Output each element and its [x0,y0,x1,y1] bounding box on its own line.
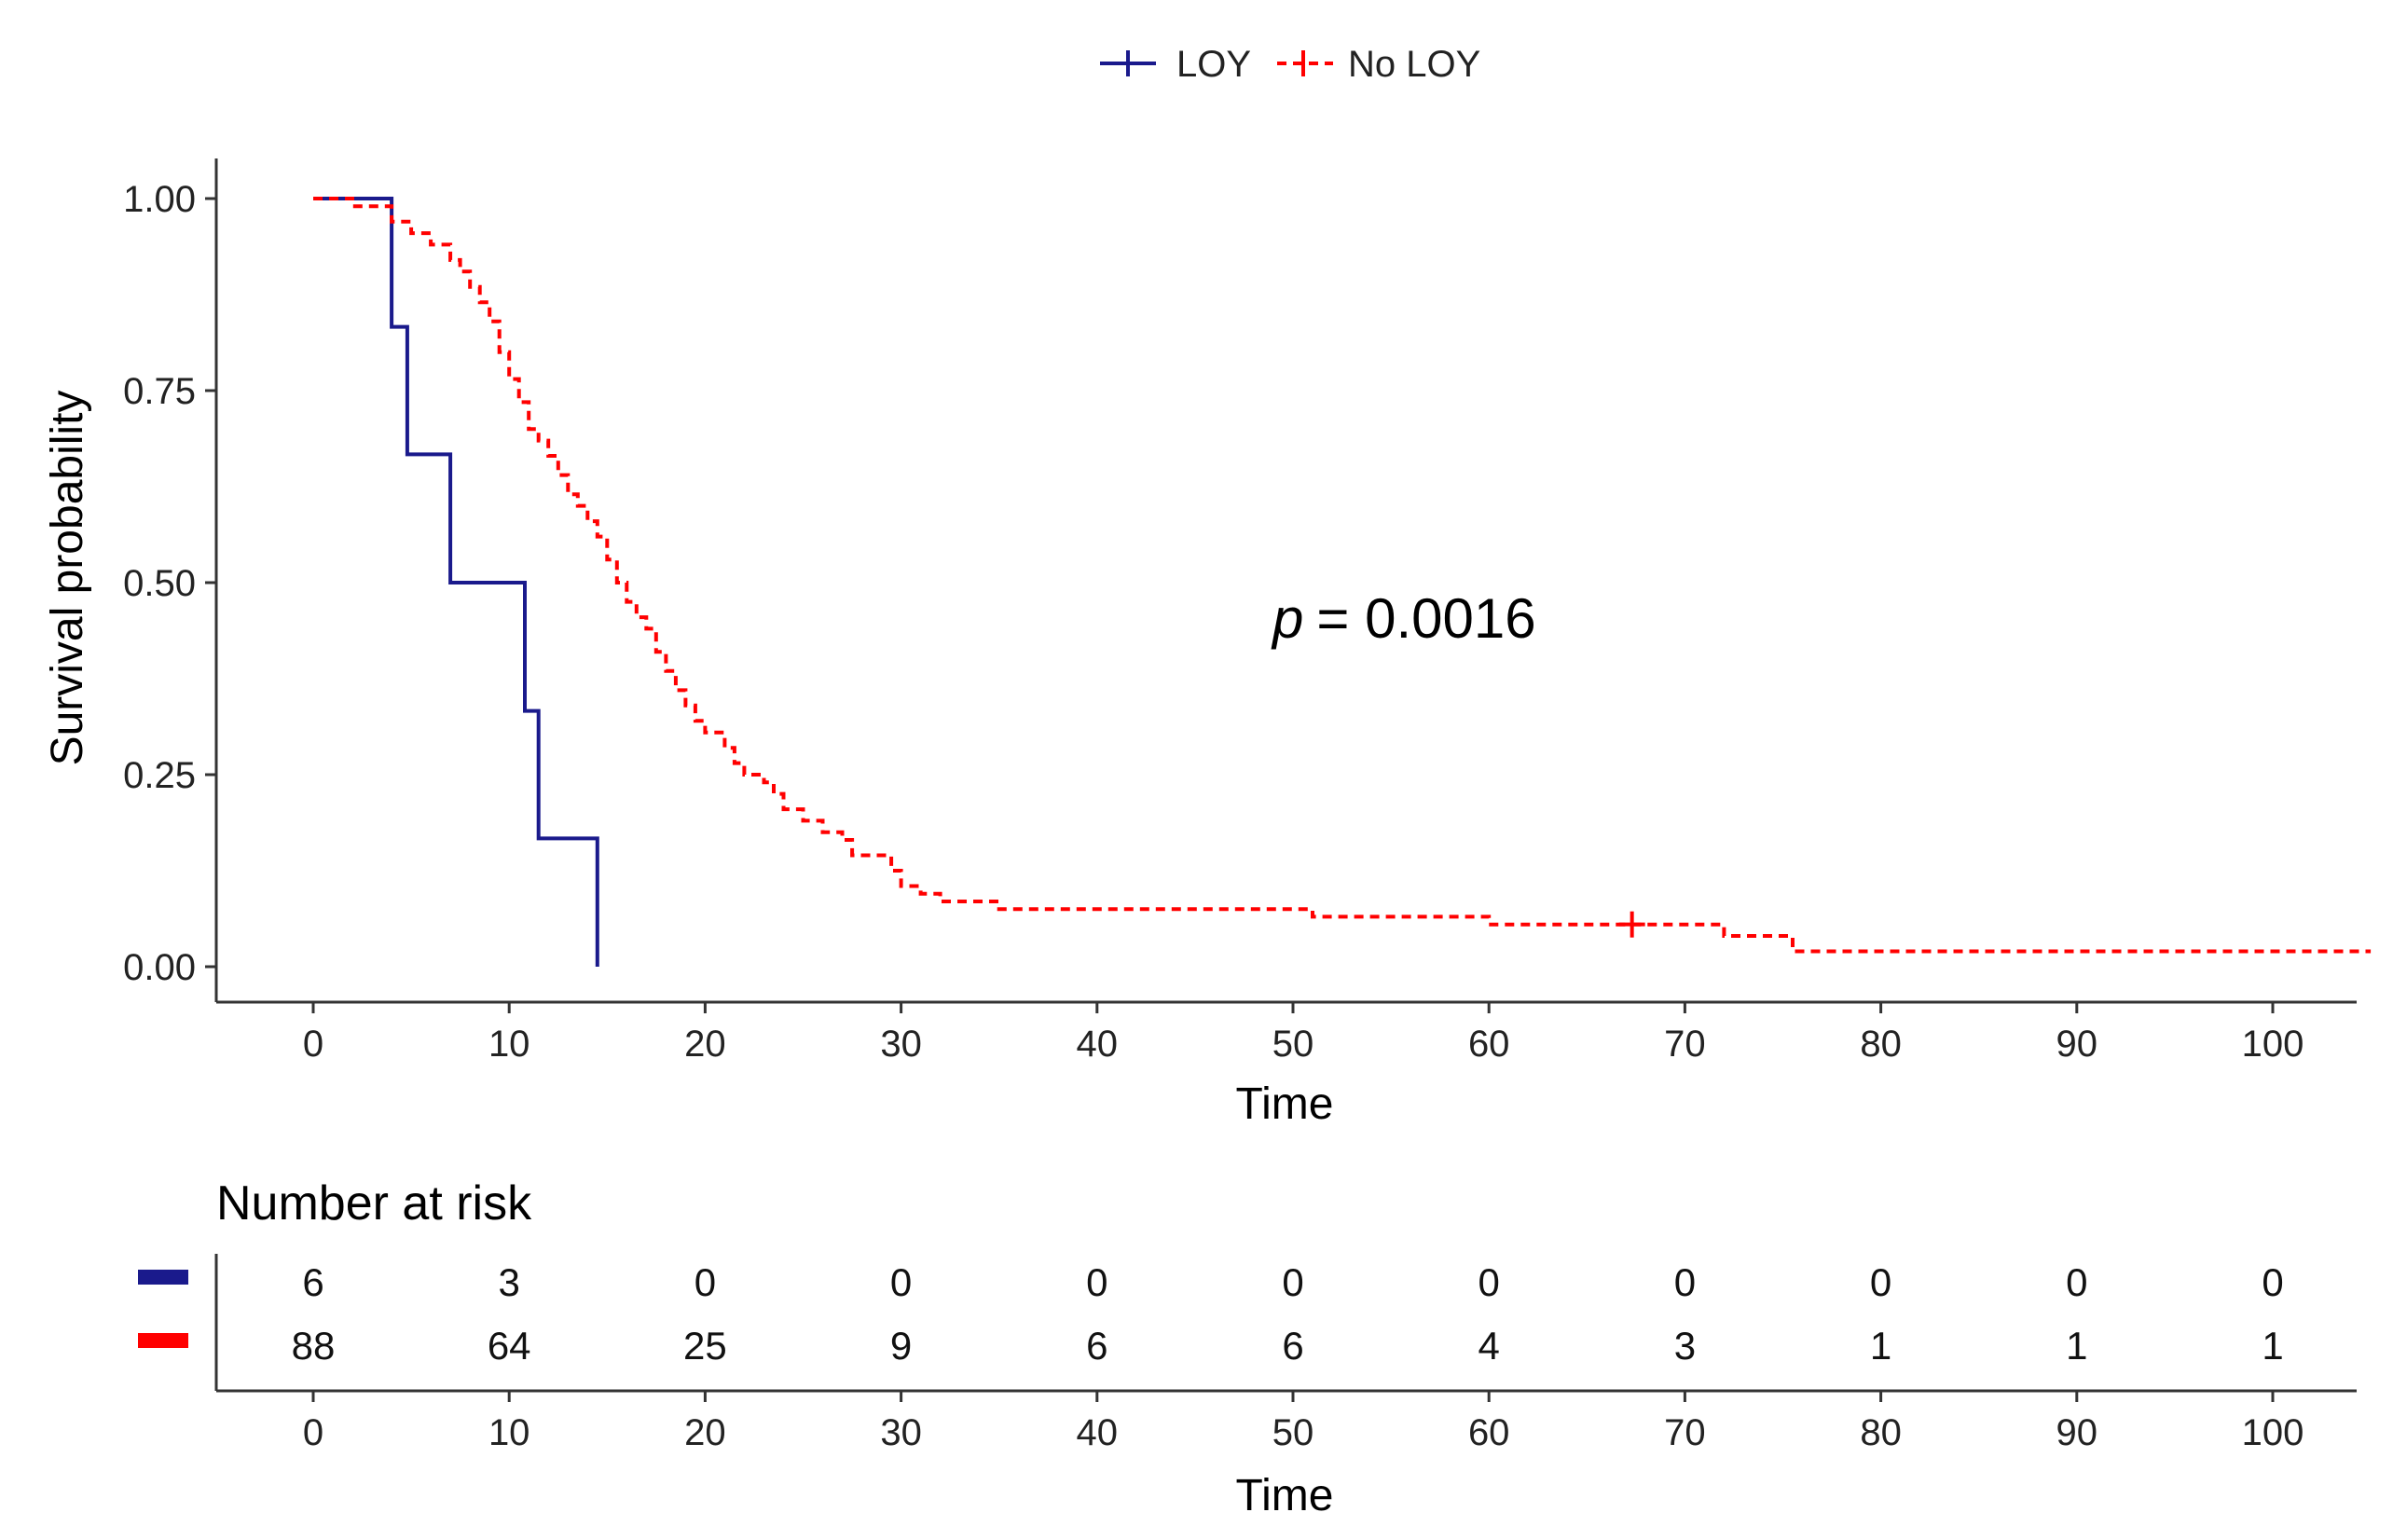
risk-x-tick-label: 0 [303,1412,323,1453]
risk-x-tick-label: 20 [684,1412,726,1453]
risk-value: 25 [683,1324,727,1368]
x-tick-label: 60 [1468,1024,1510,1065]
risk-value: 0 [890,1260,912,1304]
p-symbol: p [1271,587,1303,650]
risk-x-tick-label: 70 [1664,1412,1706,1453]
risk-value: 1 [2066,1324,2087,1368]
legend-label-no-loy: No LOY [1348,44,1480,85]
risk-x-tick-label: 100 [2242,1412,2304,1453]
legend-item-loy: LOY [1100,44,1251,85]
risk-value: 64 [488,1324,531,1368]
legend-item-no-loy: No LOY [1277,44,1480,85]
y-tick-label: 1.00 [123,179,196,220]
x-tick-label: 20 [684,1024,726,1065]
risk-x-tick-label: 50 [1272,1412,1314,1453]
legend-label-loy: LOY [1176,44,1251,85]
survival-curve-no-loy [313,197,2372,954]
y-tick-label: 0.00 [123,947,196,988]
risk-value: 0 [1086,1260,1107,1304]
x-tick-label: 100 [2242,1024,2304,1065]
risk-value: 6 [1282,1324,1303,1368]
y-tick-label: 0.25 [123,755,196,796]
risk-x-tick-label: 10 [488,1412,530,1453]
risk-value: 0 [2066,1260,2087,1304]
risk-x-tick-label: 60 [1468,1412,1510,1453]
y-tick-label: 0.50 [123,563,196,604]
x-tick-label: 40 [1077,1024,1119,1065]
risk-table-title: Number at risk [216,1176,532,1231]
p-value-annotation: p = 0.0016 [1271,587,1536,650]
x-ticks: 0 10 20 30 40 50 60 70 80 90 100 [303,1002,2304,1065]
y-tick-label: 0.75 [123,371,196,412]
risk-value: 0 [695,1260,716,1304]
risk-table: 6 3 0 0 0 0 0 0 0 0 088 64 25 9 6 6 4 3 1 1 1 [138,1260,2284,1368]
x-tick-label: 50 [1272,1024,1314,1065]
risk-value: 0 [1282,1260,1303,1304]
risk-value: 1 [2262,1324,2283,1368]
y-ticks: 0.00 0.25 0.50 0.75 1.00 [123,179,216,988]
risk-x-tick-label: 30 [880,1412,922,1453]
risk-value: 0 [1674,1260,1696,1304]
risk-value: 3 [1674,1324,1696,1368]
risk-value: 6 [302,1260,323,1304]
survival-curve-loy [313,197,599,967]
risk-value: 0 [1478,1260,1500,1304]
x-tick-label: 70 [1664,1024,1706,1065]
risk-x-tick-label: 40 [1077,1412,1119,1453]
risk-value: 3 [499,1260,520,1304]
p-value: = 0.0016 [1316,587,1535,650]
x-tick-label: 0 [303,1024,323,1065]
risk-row-key-no-loy [138,1333,188,1348]
risk-value: 0 [1870,1260,1891,1304]
risk-value: 88 [292,1324,336,1368]
risk-x-axis-title: Time [1236,1471,1334,1520]
risk-x-tick-label: 80 [1860,1412,1902,1453]
x-tick-label: 90 [2056,1024,2098,1065]
x-tick-label: 10 [488,1024,530,1065]
risk-value: 4 [1478,1324,1500,1368]
risk-row-key-loy [138,1270,188,1285]
x-axis-title: Time [1236,1079,1334,1129]
risk-value: 6 [1086,1324,1107,1368]
risk-value: 1 [1870,1324,1891,1368]
series-layer [313,197,2372,967]
risk-value: 0 [2262,1260,2283,1304]
risk-x-ticks: 0 10 20 30 40 50 60 70 80 90 100 [303,1391,2304,1453]
legend: LOY No LOY [1100,44,1480,85]
risk-x-tick-label: 90 [2056,1412,2098,1453]
y-axis-title: Survival probability [43,391,92,766]
x-tick-label: 30 [880,1024,922,1065]
x-tick-label: 80 [1860,1024,1902,1065]
risk-value: 9 [890,1324,912,1368]
